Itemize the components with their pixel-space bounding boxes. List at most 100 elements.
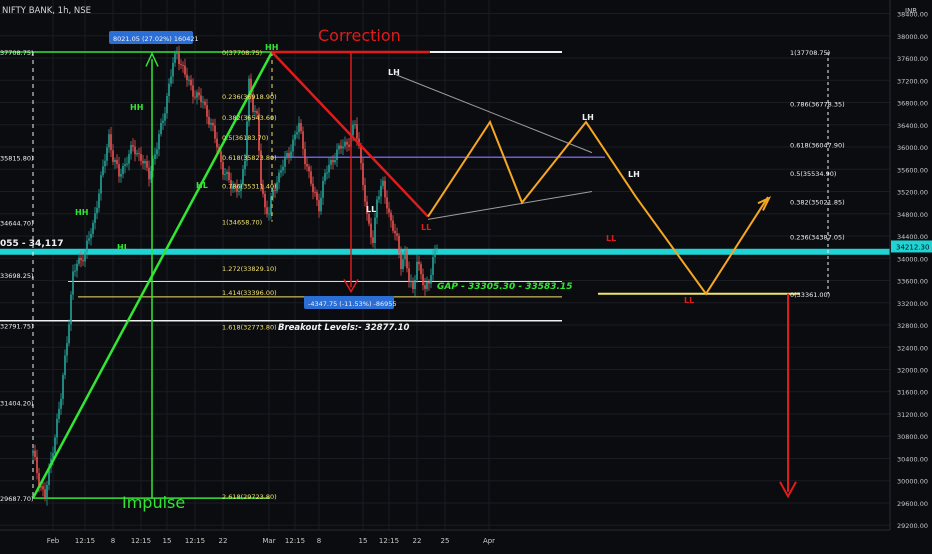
candle-body (144, 161, 146, 164)
time-tick-label: 22 (219, 537, 228, 545)
candle-body (430, 274, 432, 284)
left-price-label: 29687.70) (0, 495, 34, 503)
candle-body (130, 145, 132, 155)
candle-body (106, 147, 108, 161)
candle-body (136, 153, 138, 155)
candle-body (268, 213, 270, 215)
label-lh-3: LH (628, 170, 640, 179)
impulse-measure-box (109, 31, 193, 44)
time-tick-label: Feb (47, 537, 60, 545)
candle-body (146, 161, 148, 168)
candle-body (366, 201, 368, 214)
candle-body (262, 184, 264, 194)
candle-body (270, 196, 272, 214)
candle-body (100, 175, 102, 194)
candle-body (86, 240, 88, 253)
impulse-arrow-head (145, 51, 159, 67)
candle-body (208, 116, 210, 125)
candle-body (428, 281, 430, 284)
candle-body (62, 375, 64, 399)
candle-body (396, 233, 398, 236)
candle-body (172, 62, 174, 77)
fib-label-right: 1(37708.75) (790, 49, 830, 57)
candle-body (74, 270, 76, 272)
candle-body (96, 207, 98, 214)
fib-label-right: 0(33361.00) (790, 291, 830, 299)
left-price-label: 31404.20) (0, 400, 34, 408)
level-cyan-band (0, 248, 890, 255)
candle-body (312, 183, 314, 193)
time-axis[interactable]: Feb 12:15 8 12:15 15 12:15 22 Mar 12:15 8 15 12:15 2… (0, 529, 890, 545)
candle-body (436, 248, 438, 250)
candle-body (332, 159, 334, 163)
candle-body (258, 113, 260, 151)
left-price-label: 37708.75) (0, 49, 34, 57)
candle-body (72, 271, 74, 295)
candle-body (210, 122, 212, 125)
candle-body (226, 171, 228, 175)
candle-body (202, 101, 204, 103)
candle-body (222, 162, 224, 175)
price-tick-label: 38000.00 (897, 33, 928, 41)
candle-body (88, 238, 90, 241)
candle-body (60, 398, 62, 409)
price-tick-label: 33200.00 (897, 300, 928, 308)
candle-body (378, 196, 380, 200)
candle-body (434, 249, 436, 258)
candle-body (70, 294, 72, 325)
candle-body (228, 171, 230, 181)
candle-body (408, 268, 410, 282)
candle-body (140, 153, 142, 161)
correction-measure-box (304, 296, 394, 309)
candle-body (166, 96, 168, 114)
left-price-label: 32791.75) (0, 322, 34, 330)
candle-body (274, 189, 276, 191)
candle-body (244, 160, 246, 170)
candle-body (170, 76, 172, 84)
time-tick-label: 8 (111, 537, 115, 545)
candle-body (120, 174, 122, 177)
candle-body (352, 124, 354, 136)
candle-body (380, 185, 382, 197)
candle-body (300, 123, 302, 132)
candle-body (320, 197, 322, 212)
candle-body (48, 467, 50, 486)
label-hl-1: HL (117, 243, 129, 252)
candle-body (422, 274, 424, 286)
price-tick-label: 34800.00 (897, 211, 928, 219)
candle-body (232, 186, 234, 189)
candle-body (54, 437, 56, 454)
candle-body (190, 79, 192, 86)
candle-body (280, 170, 282, 173)
left-price-label: 34644.70) (0, 219, 34, 227)
candle-body (426, 281, 428, 289)
candle-body (178, 52, 180, 65)
candle-body (382, 180, 384, 186)
price-axis[interactable]: 38400.00 38000.00 37600.00 37200.00 36800.00… (889, 0, 932, 530)
candle-body (234, 185, 236, 187)
candle-body (204, 101, 206, 106)
correction-title: Correction (318, 26, 401, 45)
candle-body (132, 145, 134, 147)
candle-body (236, 185, 238, 192)
time-tick-label: Apr (483, 537, 495, 545)
price-tick-label: 37600.00 (897, 55, 928, 63)
price-tick-label: 31200.00 (897, 411, 928, 419)
candle-body (152, 158, 154, 171)
time-tick-label: 12:15 (75, 537, 95, 545)
impulse-title: Impulse (122, 493, 185, 512)
candle-body (66, 343, 68, 356)
candle-body (344, 141, 346, 147)
time-tick-label: 12:15 (131, 537, 151, 545)
candle-body (318, 200, 320, 212)
time-tick-label: 22 (413, 537, 422, 545)
correction-trend-line (271, 51, 429, 218)
candle-body (414, 279, 416, 290)
candle-body (168, 83, 170, 97)
candle-body (162, 120, 164, 123)
candle-body (98, 193, 100, 208)
fib-label-left: 0.5(36183.70) (222, 134, 268, 142)
candle-body (342, 146, 344, 149)
